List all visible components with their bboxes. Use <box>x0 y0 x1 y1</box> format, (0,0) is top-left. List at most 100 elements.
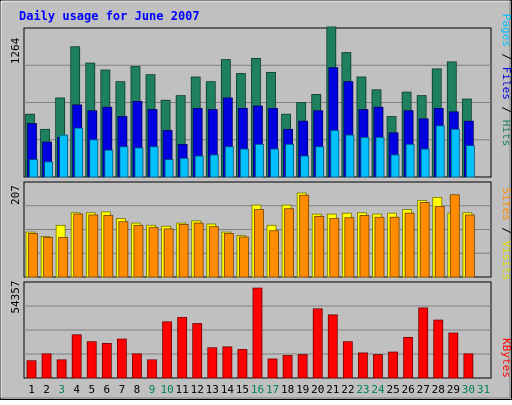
bar-pages-day-20 <box>315 146 325 178</box>
bar-pages-day-17 <box>270 148 279 178</box>
bar-pages-day-9 <box>149 146 159 178</box>
bar-kbytes-day-22 <box>342 341 353 379</box>
bar-kbytes-day-7 <box>116 338 127 379</box>
hits-panel-max-label: 1264 <box>9 37 22 64</box>
legend-separator: / <box>500 221 512 241</box>
x-label-day-22: 22 <box>341 383 354 396</box>
x-label-day-11: 11 <box>176 383 189 396</box>
x-label-day-13: 13 <box>206 383 219 396</box>
bar-sites-day-9 <box>148 227 159 278</box>
bar-sites-day-24 <box>374 216 385 278</box>
x-label-day-17: 17 <box>266 383 279 396</box>
panel-kbytes <box>23 281 492 379</box>
bar-sites-day-16 <box>254 209 264 278</box>
bar-pages-day-27 <box>420 148 430 178</box>
x-label-day-20: 20 <box>311 383 324 396</box>
x-label-day-23: 23 <box>356 383 369 396</box>
bar-pages-day-8 <box>134 147 144 178</box>
bar-pages-day-18 <box>285 144 294 178</box>
bar-sites-day-5 <box>88 214 99 278</box>
x-label-day-3: 3 <box>58 383 65 396</box>
bar-pages-day-23 <box>360 137 370 178</box>
chart-title: Daily usage for June 2007 <box>19 9 200 23</box>
bar-kbytes-day-23 <box>358 352 368 379</box>
bar-kbytes-day-3 <box>56 359 67 379</box>
bar-sites-day-13 <box>208 226 219 278</box>
legend-separator: / <box>500 47 512 67</box>
bar-kbytes-day-1 <box>26 360 37 379</box>
bar-kbytes-day-9 <box>147 359 157 379</box>
bar-kbytes-day-19 <box>297 354 308 379</box>
x-label-day-5: 5 <box>88 383 95 396</box>
legend-hits: Hits <box>500 120 512 147</box>
bar-sites-day-28 <box>434 206 445 278</box>
legend-pages: Pages <box>500 14 512 47</box>
legend-separator: / <box>500 100 512 120</box>
bar-kbytes-day-20 <box>312 308 323 379</box>
bar-kbytes-day-29 <box>448 332 459 379</box>
bar-sites-day-29 <box>449 194 460 278</box>
x-label-day-29: 29 <box>447 383 460 396</box>
bar-kbytes-day-2 <box>41 353 52 379</box>
bar-kbytes-day-14 <box>222 346 233 379</box>
bar-pages-day-30 <box>465 145 475 178</box>
bar-kbytes-day-16 <box>252 287 263 379</box>
kbytes-panel-max-label: 54357 <box>9 280 22 313</box>
bar-kbytes-day-13 <box>207 347 218 379</box>
bar-pages-day-26 <box>405 144 415 178</box>
bar-kbytes-day-10 <box>162 321 172 379</box>
bar-kbytes-day-21 <box>327 314 338 379</box>
bar-kbytes-day-11 <box>177 317 188 379</box>
bar-sites-day-18 <box>284 208 294 278</box>
x-label-day-4: 4 <box>73 383 80 396</box>
bar-sites-day-4 <box>73 213 84 278</box>
bar-pages-day-24 <box>375 137 385 178</box>
bar-pages-day-1 <box>29 159 38 178</box>
x-label-day-19: 19 <box>296 383 309 396</box>
bar-kbytes-day-28 <box>433 319 444 379</box>
bar-sites-day-2 <box>43 237 53 278</box>
bar-sites-day-30 <box>464 214 475 278</box>
bar-pages-day-25 <box>390 154 400 178</box>
x-label-day-16: 16 <box>251 383 264 396</box>
bar-sites-day-12 <box>193 222 204 278</box>
x-label-day-15: 15 <box>236 383 249 396</box>
bar-kbytes-day-27 <box>418 307 429 379</box>
legend-sites-visits: Sites / Visits <box>500 188 512 281</box>
bar-pages-day-21 <box>330 130 340 178</box>
bar-pages-day-10 <box>164 159 174 178</box>
bar-sites-day-1 <box>28 233 38 278</box>
bar-pages-day-12 <box>194 155 204 178</box>
bar-kbytes-day-4 <box>71 334 82 379</box>
bar-pages-day-13 <box>209 154 219 178</box>
x-label-day-14: 14 <box>221 383 235 396</box>
x-label-day-18: 18 <box>281 383 294 396</box>
bar-pages-day-4 <box>74 127 84 178</box>
sites-panel-max-label: 207 <box>9 185 22 205</box>
x-label-day-10: 10 <box>160 383 173 396</box>
panel-hits <box>23 26 492 178</box>
bar-sites-day-11 <box>178 224 189 278</box>
x-label-day-25: 25 <box>386 383 399 396</box>
bar-pages-day-11 <box>179 157 189 178</box>
bar-pages-day-16 <box>255 144 264 178</box>
bar-pages-day-28 <box>435 125 445 178</box>
bar-kbytes-day-24 <box>373 354 383 379</box>
x-label-day-1: 1 <box>28 383 35 396</box>
x-label-day-12: 12 <box>191 383 204 396</box>
bar-sites-day-19 <box>299 194 310 278</box>
x-label-day-27: 27 <box>417 383 430 396</box>
bar-pages-day-15 <box>240 148 249 178</box>
bar-sites-day-15 <box>239 236 249 278</box>
x-label-day-9: 9 <box>149 383 156 396</box>
bar-kbytes-day-30 <box>463 353 474 379</box>
bar-pages-day-7 <box>119 146 129 178</box>
chart-panels <box>23 26 492 379</box>
bar-sites-day-23 <box>359 215 370 278</box>
legend-files: Files <box>500 67 512 100</box>
x-label-day-21: 21 <box>326 383 339 396</box>
bar-sites-day-3 <box>58 237 69 278</box>
x-label-day-2: 2 <box>43 383 50 396</box>
bar-sites-day-17 <box>269 230 279 278</box>
